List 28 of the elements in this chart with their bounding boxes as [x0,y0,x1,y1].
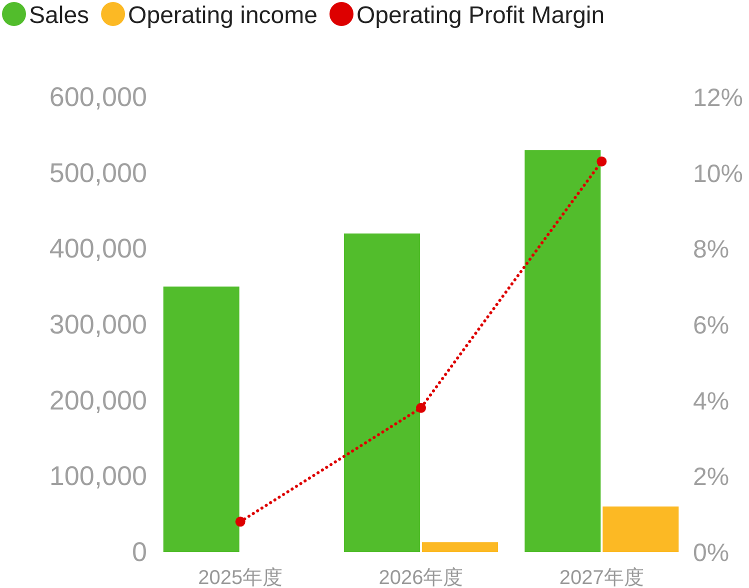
point [596,156,607,166]
bar [524,150,601,552]
x-tick-label: 2027年度 [559,567,644,588]
point [416,402,426,413]
bar [602,506,679,552]
bar [344,234,420,552]
bar [163,286,240,552]
legend-label: Operating income [128,2,318,29]
legend-label: Operating Profit Margin [356,2,605,29]
y2-tick-label: 6% [693,312,730,340]
y-tick-label: 300,000 [49,310,147,340]
bar [422,542,498,552]
y2-tick-label: 8% [693,236,730,264]
y2-tick-label: 2% [693,463,730,492]
y-tick-label: 100,000 [49,461,147,492]
point [235,516,246,527]
y-tick-label: 500,000 [49,158,147,188]
y2-tick-label: 0% [693,539,730,567]
legend-label: Sales [29,2,90,29]
y2-tick-label: 12% [693,84,744,112]
x-tick-label: 2025年度 [198,567,283,588]
y-tick-label: 600,000 [49,82,147,112]
y-tick-label: 0 [132,537,147,567]
y-tick-label: 200,000 [49,385,147,416]
y-tick-label: 400,000 [49,234,147,264]
x-tick-label: 2026年度 [378,567,464,588]
y2-tick-label: 10% [693,160,744,188]
y2-tick-label: 4% [693,387,730,416]
